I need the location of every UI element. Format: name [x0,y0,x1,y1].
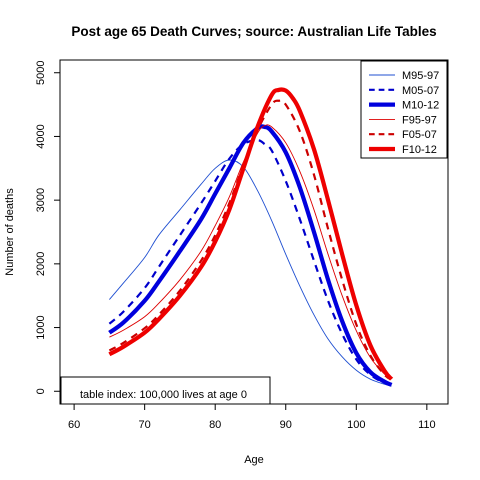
legend-box [360,60,448,159]
chart-title: Post age 65 Death Curves; source: Austra… [71,24,436,39]
legend-label: M95-97 [402,70,439,82]
legend-entries: M95-97 M05-07 M10-12 F95-97 F05-07 F10-12 [369,70,439,156]
legend-label: F10-12 [402,144,437,156]
note-box-frame [60,376,271,405]
x-axis-label: Age [244,454,264,466]
legend-label: M05-07 [402,85,439,97]
legend-label: F05-07 [402,129,437,141]
x-tick-label: 70 [139,419,151,431]
x-tick-label: 80 [209,419,221,431]
y-axis: 0 1000 2000 3000 4000 5000 [35,60,60,394]
series-line-m10-12 [108,124,393,387]
legend-label: F95-97 [402,114,437,126]
x-tick-label: 110 [418,419,436,431]
legend: M95-97 M05-07 M10-12 F95-97 F05-07 F10-12 [360,60,448,159]
series-layer [108,87,394,387]
legend-label: M10-12 [402,100,439,112]
series-line-m05-07 [108,139,392,386]
y-tick-label: 2000 [35,252,47,276]
x-axis: 60 70 80 90 100 110 [68,404,436,431]
x-tick-label: 60 [68,419,80,431]
y-tick-label: 1000 [35,315,47,339]
y-tick-label: 3000 [35,188,47,212]
y-axis-label: Number of deaths [4,188,16,276]
y-tick-label: 0 [35,388,47,394]
x-tick-label: 90 [280,419,292,431]
series-line-f05-07 [108,99,393,381]
y-tick-label: 5000 [35,60,47,84]
note-box: table index: 100,000 lives at age 0 [60,376,271,405]
series-line-f10-12 [108,87,394,381]
note-text: table index: 100,000 lives at age 0 [80,389,247,401]
series-line-m95-97 [109,159,392,387]
y-tick-label: 4000 [35,124,47,148]
x-tick-label: 100 [347,419,365,431]
series-line-f95-97 [109,124,392,380]
